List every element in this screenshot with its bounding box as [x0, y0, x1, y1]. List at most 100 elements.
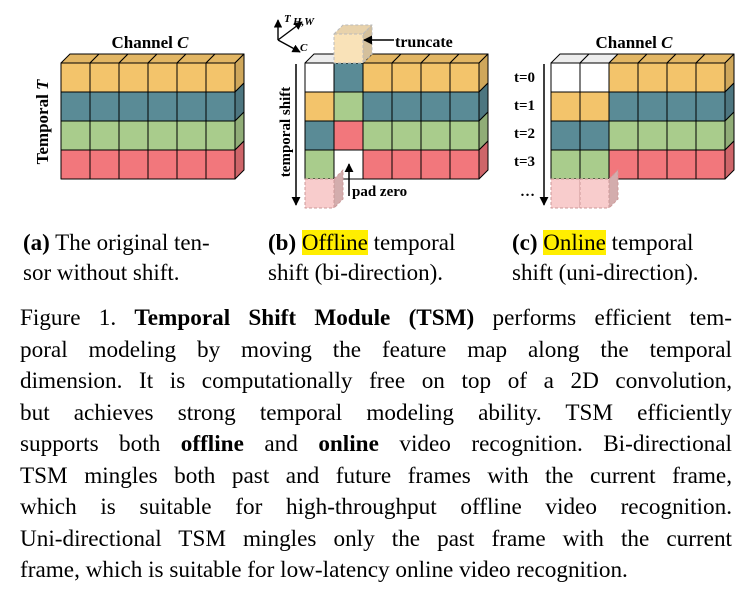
- cell-front: [449, 62, 480, 93]
- cell-front: [391, 149, 422, 180]
- cell-front: [579, 62, 610, 93]
- cell-front: [147, 149, 178, 180]
- svg-text:C: C: [300, 42, 308, 54]
- cell-front: [362, 149, 393, 180]
- cell-front: [391, 62, 422, 93]
- cell-front: [420, 149, 451, 180]
- cell-front: [579, 149, 610, 180]
- cell-front: [420, 91, 451, 122]
- cell-front: [695, 62, 726, 93]
- cell-front: [147, 91, 178, 122]
- cell-front: [205, 62, 236, 93]
- cell-front: [695, 120, 726, 151]
- cell-front: [205, 91, 236, 122]
- cell-front: [550, 178, 581, 209]
- cell-front: [391, 91, 422, 122]
- cell-front: [637, 62, 668, 93]
- cell-front: [666, 91, 697, 122]
- time-label-3: t=3: [514, 154, 535, 170]
- cell-front: [60, 62, 91, 93]
- cell-side: [608, 169, 619, 209]
- cell-front: [333, 120, 364, 151]
- channel-label-a: Channel C: [111, 33, 189, 52]
- cell-front: [147, 120, 178, 151]
- cell-front: [118, 62, 149, 93]
- temporal-label-a: Temporal T: [33, 79, 52, 164]
- cell-front: [333, 33, 364, 64]
- cell-front: [118, 91, 149, 122]
- cell-front: [362, 62, 393, 93]
- cell-front: [304, 149, 335, 180]
- cell-front: [362, 91, 393, 122]
- panel-c-online-shift: Channel C t=0 t=1 t=2 t=3 …: [514, 33, 735, 209]
- cell-front: [118, 149, 149, 180]
- cell-front: [304, 91, 335, 122]
- cell-front: [608, 62, 639, 93]
- cell-front: [304, 62, 335, 93]
- cell-front: [60, 120, 91, 151]
- svg-text:temporal shift: temporal shift: [278, 87, 294, 177]
- axes-icon: T H,W C: [273, 13, 315, 54]
- panel-a-original-tensor: Channel C Temporal T: [33, 33, 245, 180]
- truncate-arrow: truncate: [363, 34, 453, 51]
- svg-text:truncate: truncate: [395, 34, 453, 51]
- online-highlight: Online: [543, 230, 606, 255]
- cell-front: [176, 91, 207, 122]
- cell-front: [304, 178, 335, 209]
- cell-front: [60, 91, 91, 122]
- cell-front: [666, 120, 697, 151]
- cell-front: [176, 149, 207, 180]
- figure-caption: Figure 1. Temporal Shift Module (TSM) pe…: [20, 305, 732, 583]
- cell-front: [608, 91, 639, 122]
- cell-front: [118, 120, 149, 151]
- subcaption-a: (a) The original ten- sor without shift.: [23, 230, 210, 285]
- cell-front: [695, 91, 726, 122]
- cell-front: [579, 178, 610, 209]
- tensor-grid-offline: [304, 24, 489, 209]
- cell-front: [449, 120, 480, 151]
- cell-front: [550, 91, 581, 122]
- pad-zero-arrow: pad zero: [344, 163, 407, 200]
- cell-front: [550, 149, 581, 180]
- time-label-1: t=1: [514, 98, 535, 114]
- cell-front: [666, 62, 697, 93]
- cell-front: [89, 62, 120, 93]
- cell-front: [637, 149, 668, 180]
- offline-highlight: Offline: [301, 230, 368, 255]
- cell-front: [304, 120, 335, 151]
- cell-front: [333, 91, 364, 122]
- cell-front: [449, 149, 480, 180]
- cell-front: [579, 91, 610, 122]
- subcaption-c: (c) Online temporal shift (uni-direction…: [512, 230, 699, 285]
- cell-front: [420, 120, 451, 151]
- cell-front: [449, 91, 480, 122]
- figure-1-diagram: Channel C Temporal T T H,W C truncate te…: [33, 13, 735, 209]
- time-label-2: t=2: [514, 126, 535, 142]
- tensor-grid-online: [550, 53, 735, 209]
- cell-front: [695, 149, 726, 180]
- time-ellipsis: …: [520, 184, 535, 200]
- cell-front: [147, 62, 178, 93]
- temporal-shift-arrow: temporal shift: [278, 64, 301, 206]
- cell-front: [89, 91, 120, 122]
- tensor-grid-original: [60, 53, 245, 180]
- cell-front: [420, 62, 451, 93]
- svg-text:T: T: [284, 13, 292, 25]
- cell-front: [550, 120, 581, 151]
- cell-side: [333, 169, 344, 209]
- panel-b-offline-shift: T H,W C truncate temporal shift pad zero: [273, 13, 489, 209]
- channel-label-c: Channel C: [595, 33, 673, 52]
- cell-front: [579, 120, 610, 151]
- cell-front: [362, 120, 393, 151]
- cell-front: [176, 62, 207, 93]
- cell-front: [391, 120, 422, 151]
- cell-front: [205, 120, 236, 151]
- cell-front: [89, 149, 120, 180]
- svg-text:H,W: H,W: [292, 16, 315, 28]
- cell-front: [333, 62, 364, 93]
- svg-text:pad zero: pad zero: [352, 184, 407, 200]
- cell-front: [60, 149, 91, 180]
- cell-front: [637, 120, 668, 151]
- cell-front: [176, 120, 207, 151]
- cell-front: [637, 91, 668, 122]
